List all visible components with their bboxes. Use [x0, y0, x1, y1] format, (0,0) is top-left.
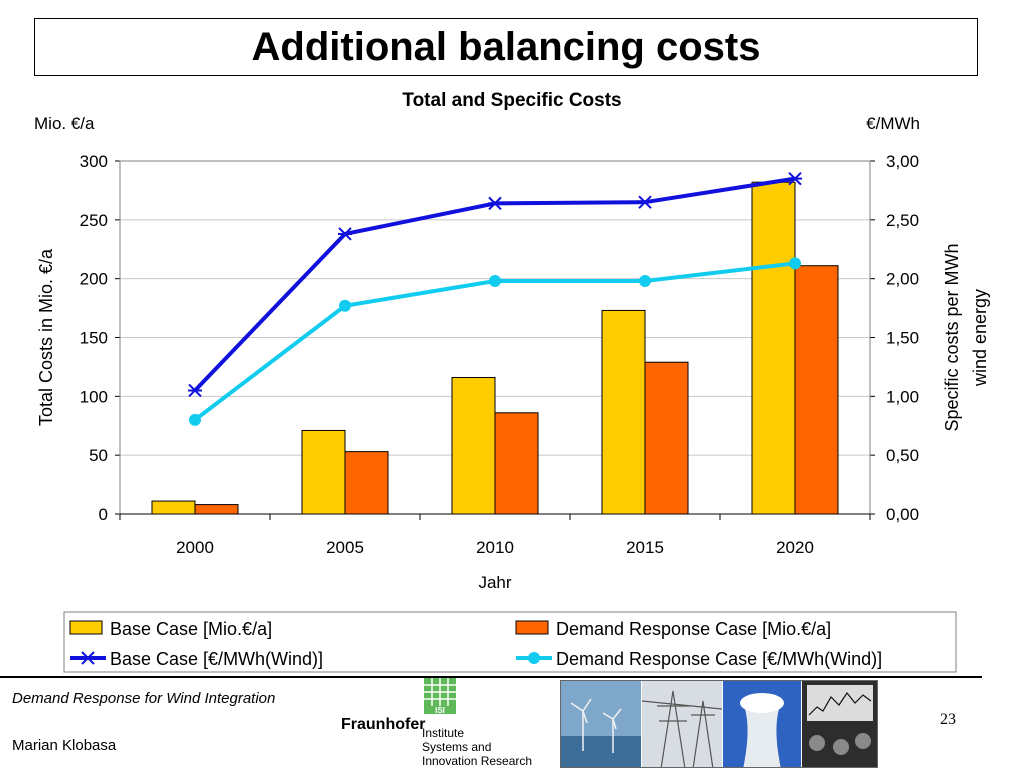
logo-institute-line: Systems and: [422, 740, 492, 754]
point-demand-response: [189, 413, 201, 426]
left-unit-label: Mio. €/a: [34, 114, 95, 133]
y-right-tick-label: 0,50: [886, 446, 919, 465]
point-base-case: [338, 227, 352, 241]
legend-marker: [81, 651, 95, 665]
legend-box: [63, 611, 957, 673]
bar-demand-response: [194, 504, 239, 515]
y-right-tick-label: 2,50: [886, 211, 919, 230]
y-right-axis-label-line2: wind energy: [970, 289, 990, 387]
y-tick-label: 50: [89, 446, 108, 465]
bar-base-case: [601, 309, 646, 515]
legend-label: Demand Response Case [Mio.€/a]: [556, 619, 831, 639]
point-demand-response: [639, 275, 651, 288]
y-tick-label: 300: [80, 152, 108, 171]
trading-screen-photo: [802, 681, 877, 767]
point-demand-response: [489, 275, 501, 288]
wind-turbines-photo: [561, 681, 641, 767]
isi-badge-icon: ISI: [424, 678, 456, 715]
right-unit-label: €/MWh: [866, 114, 920, 133]
footer-author: Marian Klobasa: [12, 737, 117, 754]
x-axis-label: Jahr: [478, 573, 511, 592]
footer-divider: [0, 676, 982, 678]
legend-marker: [528, 652, 540, 664]
legend-label: Base Case [€/MWh(Wind)]: [110, 649, 323, 669]
chart-title: Total and Specific Costs: [402, 90, 621, 111]
logo-institute-line: Innovation Research: [422, 754, 533, 768]
y-right-tick-label: 1,00: [886, 387, 919, 406]
y-tick-label: 0: [99, 505, 108, 524]
y-tick-label: 100: [80, 387, 108, 406]
y-tick-label: 150: [80, 329, 108, 348]
fraunhofer-logo: ISI Fraunhofer Institute Systems and Inn…: [340, 676, 540, 768]
page-title: Additional balancing costs: [34, 18, 978, 76]
y-right-axis-label-line1: Specific costs per MWh: [942, 243, 962, 431]
bar-demand-response: [494, 412, 539, 515]
legend-label: Demand Response Case [€/MWh(Wind)]: [556, 649, 882, 669]
x-tick-label: 2015: [626, 538, 664, 557]
y-right-tick-label: 2,00: [886, 270, 919, 289]
point-base-case: [188, 383, 202, 398]
bar-demand-response: [794, 265, 839, 515]
y-right-tick-label: 3,00: [886, 152, 919, 171]
footer-presentation-title: Demand Response for Wind Integration: [12, 690, 276, 707]
legend-swatch: [69, 620, 103, 635]
bar-base-case: [151, 500, 196, 515]
bar-demand-response: [344, 451, 389, 515]
legend-swatch: [515, 620, 549, 635]
y-tick-label: 250: [80, 211, 108, 230]
point-base-case: [788, 171, 802, 186]
energy-photo-strip: [560, 680, 878, 768]
y-tick-label: 200: [80, 270, 108, 289]
y-axis-label: Total Costs in Mio. €/a: [36, 248, 56, 426]
cooling-tower-photo: [723, 681, 801, 767]
point-demand-response: [789, 257, 801, 270]
cost-chart: Total and Specific Costs Mio. €/a €/MWh 0 0,…: [34, 90, 990, 673]
y-right-tick-label: 1,50: [886, 329, 919, 348]
x-tick-label: 2010: [476, 538, 514, 557]
x-tick-label: 2000: [176, 538, 214, 557]
logo-brand: Fraunhofer: [341, 716, 426, 733]
bar-base-case: [301, 429, 346, 515]
power-pylons-photo: [641, 681, 723, 767]
logo-institute-line: Institute: [422, 726, 465, 740]
bar-demand-response: [644, 361, 689, 515]
bar-base-case: [751, 181, 796, 515]
bar-base-case: [451, 377, 496, 515]
legend-label: Base Case [Mio.€/a]: [110, 619, 272, 639]
y-right-tick-label: 0,00: [886, 505, 919, 524]
point-base-case: [638, 195, 652, 209]
point-base-case: [488, 196, 502, 211]
x-tick-label: 2005: [326, 538, 364, 557]
page-number: 23: [940, 711, 956, 728]
point-demand-response: [339, 299, 351, 312]
x-tick-label: 2020: [776, 538, 814, 557]
logo-institute: Institute Systems and Innovation Researc…: [422, 726, 532, 768]
isi-badge-text: ISI: [435, 706, 445, 715]
